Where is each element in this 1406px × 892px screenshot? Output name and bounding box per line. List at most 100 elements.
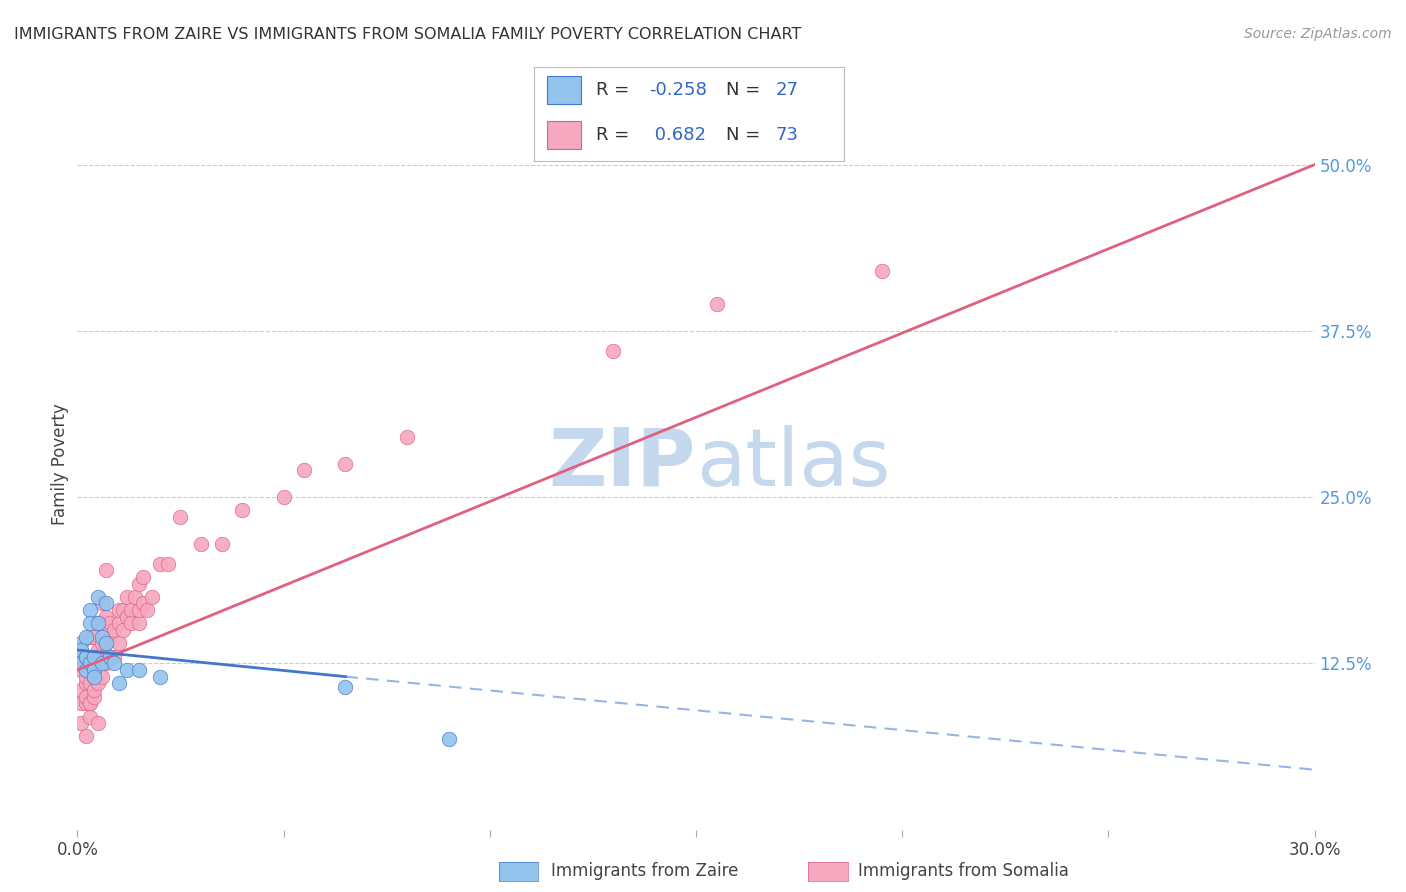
Point xyxy=(79,603,101,617)
Point xyxy=(103,657,125,671)
Point xyxy=(103,649,125,664)
Point xyxy=(96,597,118,611)
Point xyxy=(132,570,155,584)
Point xyxy=(157,557,180,571)
Point xyxy=(870,264,893,278)
Point xyxy=(96,636,118,650)
Point xyxy=(79,630,101,644)
Text: N =: N = xyxy=(725,81,766,99)
Point xyxy=(87,616,110,631)
Point xyxy=(128,663,150,677)
Text: 27: 27 xyxy=(776,81,799,99)
Text: ZIP: ZIP xyxy=(548,425,696,503)
Text: Immigrants from Zaire: Immigrants from Zaire xyxy=(551,863,738,880)
Y-axis label: Family Poverty: Family Poverty xyxy=(51,403,69,524)
Point xyxy=(292,463,315,477)
Point xyxy=(79,696,101,710)
Point xyxy=(211,536,233,550)
Point xyxy=(75,657,97,671)
Point xyxy=(96,563,118,577)
Point xyxy=(79,663,101,677)
Point xyxy=(115,590,138,604)
Point xyxy=(190,536,212,550)
Point xyxy=(70,682,93,697)
Point xyxy=(98,630,121,644)
Point xyxy=(107,603,129,617)
Point xyxy=(75,649,97,664)
Point xyxy=(83,630,105,644)
Point xyxy=(115,663,138,677)
Point xyxy=(91,657,114,671)
FancyBboxPatch shape xyxy=(547,121,581,149)
Point xyxy=(70,643,93,657)
Point xyxy=(75,649,97,664)
Point xyxy=(83,663,105,677)
Point xyxy=(79,649,101,664)
Point xyxy=(75,630,97,644)
Point xyxy=(107,616,129,631)
Point xyxy=(75,670,97,684)
Point xyxy=(87,590,110,604)
FancyBboxPatch shape xyxy=(547,77,581,104)
Text: N =: N = xyxy=(725,126,766,144)
Point xyxy=(79,696,101,710)
Point xyxy=(107,636,129,650)
Point xyxy=(79,709,101,723)
Point xyxy=(70,663,93,677)
Point xyxy=(396,430,419,444)
Text: -0.258: -0.258 xyxy=(648,81,707,99)
Point xyxy=(149,557,172,571)
Point xyxy=(111,623,134,637)
Point xyxy=(79,676,101,690)
Point xyxy=(231,503,253,517)
Point xyxy=(70,649,93,664)
Point xyxy=(96,636,118,650)
Point xyxy=(87,657,110,671)
Point xyxy=(79,616,101,631)
Point xyxy=(98,649,121,664)
Point xyxy=(96,609,118,624)
Point xyxy=(83,682,105,697)
Point xyxy=(128,576,150,591)
Text: R =: R = xyxy=(596,81,636,99)
Point xyxy=(149,670,172,684)
Point xyxy=(75,696,97,710)
Text: atlas: atlas xyxy=(696,425,890,503)
Point xyxy=(437,732,460,747)
Point xyxy=(75,663,97,677)
Point xyxy=(87,676,110,690)
Point xyxy=(91,670,114,684)
Point xyxy=(98,616,121,631)
Point xyxy=(103,623,125,637)
Point xyxy=(83,670,105,684)
Point xyxy=(98,649,121,664)
Point xyxy=(87,643,110,657)
Point xyxy=(124,590,146,604)
Point xyxy=(75,690,97,704)
Text: IMMIGRANTS FROM ZAIRE VS IMMIGRANTS FROM SOMALIA FAMILY POVERTY CORRELATION CHAR: IMMIGRANTS FROM ZAIRE VS IMMIGRANTS FROM… xyxy=(14,27,801,42)
Point xyxy=(83,649,105,664)
Point xyxy=(75,730,97,744)
Point xyxy=(111,603,134,617)
Point xyxy=(602,343,624,358)
Point xyxy=(132,597,155,611)
Point xyxy=(128,616,150,631)
Point xyxy=(128,603,150,617)
Text: Immigrants from Somalia: Immigrants from Somalia xyxy=(858,863,1069,880)
Point xyxy=(79,657,101,671)
Point xyxy=(136,603,159,617)
Point xyxy=(83,663,105,677)
Point xyxy=(83,670,105,684)
Point xyxy=(70,657,93,671)
Point xyxy=(169,510,191,524)
Point xyxy=(91,597,114,611)
Point xyxy=(115,609,138,624)
Point xyxy=(87,616,110,631)
Text: R =: R = xyxy=(596,126,636,144)
Point xyxy=(96,657,118,671)
Point xyxy=(107,676,129,690)
Point xyxy=(75,676,97,690)
Text: 0.682: 0.682 xyxy=(648,126,706,144)
Point xyxy=(335,457,357,471)
Point xyxy=(70,636,93,650)
